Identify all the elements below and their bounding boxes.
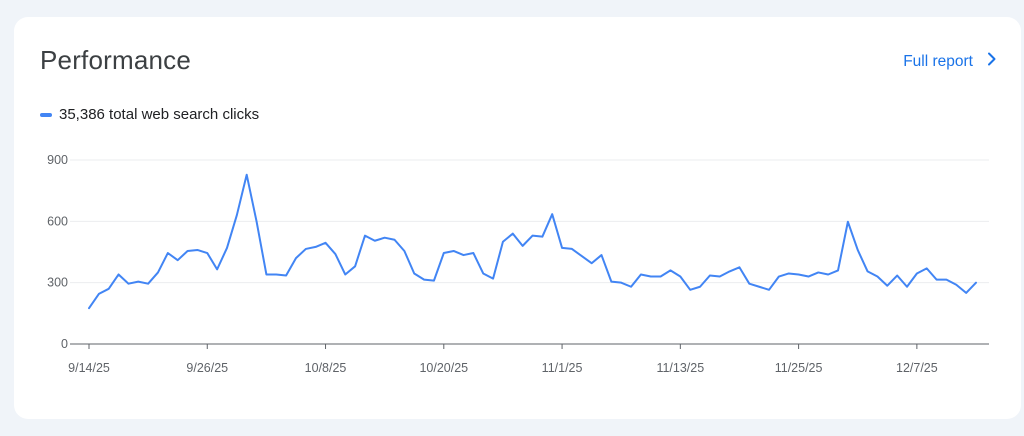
legend-label: 35,386 total web search clicks: [59, 106, 260, 123]
x-tick-label: 11/1/25: [542, 361, 583, 375]
full-report-link[interactable]: Full report: [903, 52, 997, 71]
x-tick-label: 9/14/25: [68, 361, 110, 375]
y-tick-label: 900: [47, 153, 68, 167]
x-tick-label: 11/13/25: [656, 361, 704, 375]
x-tick-label: 10/20/25: [419, 361, 468, 375]
chart-legend: 35,386 total web search clicks: [40, 106, 259, 123]
full-report-label: Full report: [903, 52, 973, 70]
x-tick-label: 10/8/25: [305, 361, 347, 375]
y-tick-label: 0: [61, 337, 68, 351]
y-tick-label: 300: [47, 276, 68, 290]
chevron-right-icon: [987, 52, 997, 71]
x-tick-label: 11/25/25: [775, 361, 823, 375]
card-title: Performance: [40, 45, 192, 75]
x-tick-label: 9/26/25: [186, 361, 228, 375]
y-tick-label: 600: [47, 214, 68, 228]
performance-card: Performance Full report 35,386 total web…: [14, 17, 1021, 419]
clicks-series-line: [88, 173, 977, 310]
legend-swatch: [40, 112, 52, 117]
x-tick-label: 12/7/25: [896, 361, 938, 375]
